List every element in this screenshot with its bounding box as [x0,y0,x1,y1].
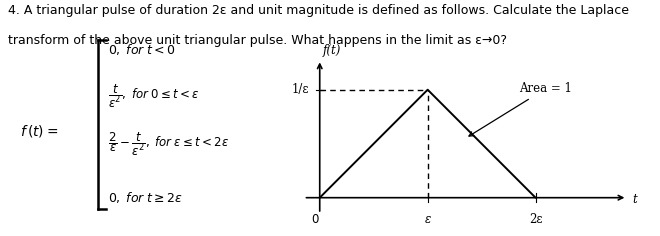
Text: 0: 0 [312,213,319,226]
Text: $f\,(t) =$: $f\,(t) =$ [20,123,58,139]
Text: $\dfrac{2}{\varepsilon} - \dfrac{t}{\varepsilon^2},$$\; \mathit{for}\; \varepsil: $\dfrac{2}{\varepsilon} - \dfrac{t}{\var… [108,130,229,158]
Text: 2ε: 2ε [529,213,543,226]
Text: $0, \;$$\mathit{for}\; t \geq 2\varepsilon$: $0, \;$$\mathit{for}\; t \geq 2\varepsil… [108,190,182,205]
Text: t: t [632,193,638,206]
Text: ε: ε [424,213,431,226]
Text: $0, \;$$\mathit{for}\; t < 0$: $0, \;$$\mathit{for}\; t < 0$ [108,42,176,57]
Text: 4. A triangular pulse of duration 2ε and unit magnitude is defined as follows. C: 4. A triangular pulse of duration 2ε and… [8,4,629,17]
Text: 1/ε: 1/ε [292,83,309,96]
Text: f(t): f(t) [323,44,341,57]
Text: $\dfrac{t}{\varepsilon^2},$$\; \mathit{for}\; 0 \leq t < \varepsilon$: $\dfrac{t}{\varepsilon^2},$$\; \mathit{f… [108,82,199,110]
Text: transform of the above unit triangular pulse. What happens in the limit as ε→0?: transform of the above unit triangular p… [8,34,507,47]
Text: Area = 1: Area = 1 [469,82,572,136]
